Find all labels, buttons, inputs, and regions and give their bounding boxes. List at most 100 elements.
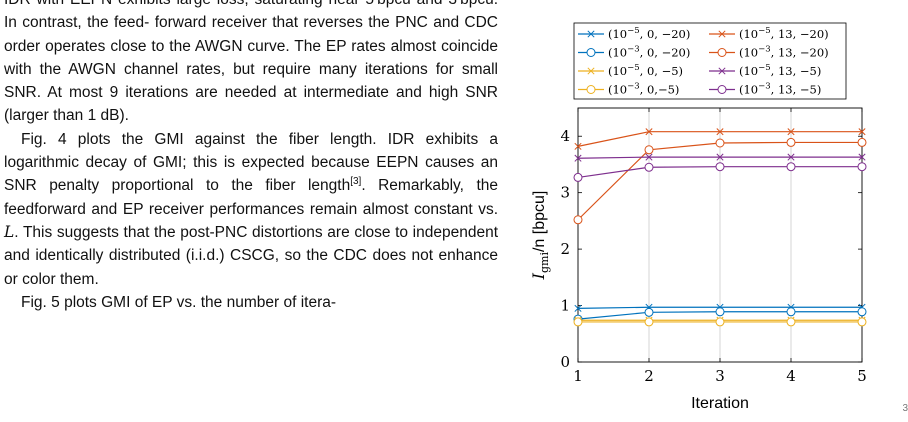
series-6-point-3 bbox=[715, 317, 725, 327]
x-tick-label-5: 5 bbox=[857, 367, 867, 385]
series-5-point-1 bbox=[574, 154, 582, 162]
y-tick-label-3: 3 bbox=[560, 184, 570, 202]
p2-line-4: proportional to the fiber length bbox=[111, 177, 351, 195]
series-7-point-2 bbox=[644, 162, 654, 172]
series-1 bbox=[574, 128, 866, 150]
p1-line-5: EP rates almost coincide with the AWGN c… bbox=[4, 37, 499, 78]
paragraph-2: Fig. 4 plots the GMI against the fiber l… bbox=[4, 128, 498, 291]
legend-item-0: (10−5, 0, −20) bbox=[578, 26, 690, 41]
p2-line-9: CDC does not enhance or color them. bbox=[4, 247, 499, 288]
series-1-point-2 bbox=[645, 128, 653, 136]
legend-label-0: (10−5, 0, −20) bbox=[608, 26, 690, 41]
legend-marker-0 bbox=[587, 30, 595, 38]
series-2-point-3 bbox=[715, 307, 725, 317]
y-label-main: I bbox=[529, 272, 548, 280]
series-5-point-4 bbox=[787, 153, 795, 161]
x-tick-label-1: 1 bbox=[573, 367, 583, 385]
legend-item-7: (10−3, 13, −5) bbox=[709, 82, 821, 97]
p2-line-3: expected because EEPN causes an SNR pena… bbox=[4, 154, 499, 195]
series-3-point-4 bbox=[786, 137, 796, 147]
p2-line-1: Fig. 4 plots the GMI against the fiber l… bbox=[21, 130, 377, 148]
series-5-point-5 bbox=[858, 153, 866, 161]
p1-unit-b: bpcu bbox=[460, 0, 494, 8]
y-label-sub: gmi bbox=[538, 252, 551, 273]
series-6-point-5 bbox=[857, 317, 867, 327]
legend: (10−5, 0, −20) (10−5, 13, −20) (10−3, 0, −… bbox=[573, 22, 847, 100]
series-1-point-3 bbox=[716, 128, 724, 136]
y-tick-label-0: 0 bbox=[560, 353, 570, 371]
series-2-point-5 bbox=[857, 307, 867, 317]
p1-line-2b: and 3 bbox=[417, 0, 457, 8]
series-3-point-1 bbox=[573, 215, 583, 225]
legend-item-5: (10−5, 13, −5) bbox=[709, 63, 821, 78]
p2-line-8: and identically distributed (i.i.d.) CSC… bbox=[4, 247, 328, 265]
series-5-point-2 bbox=[645, 153, 653, 161]
y-axis-label: Igmi/n [bpcu] bbox=[529, 191, 551, 281]
p1-line-3: forward receiver that reverses the PNC a… bbox=[154, 14, 498, 32]
series-7-point-1 bbox=[573, 172, 583, 182]
p2-line-4b: . Remarkably, bbox=[361, 177, 464, 195]
p2-line-5: the feedforward and EP receiver performa… bbox=[4, 177, 498, 218]
legend-box bbox=[573, 22, 847, 100]
legend-label-1: (10−5, 13, −20) bbox=[739, 26, 829, 41]
p1-line-2a: near 5 bbox=[328, 0, 374, 8]
legend-marker-3 bbox=[717, 48, 727, 57]
y-tick-label-4: 4 bbox=[560, 127, 570, 145]
series-6-point-1 bbox=[573, 317, 583, 327]
series-3-point-3 bbox=[715, 138, 725, 148]
legend-label-6: (10−3, 0,−5) bbox=[608, 82, 679, 97]
legend-marker-5 bbox=[718, 67, 726, 75]
legend-label-5: (10−5, 13, −5) bbox=[739, 63, 821, 78]
legend-item-2: (10−3, 0, −20) bbox=[578, 45, 690, 60]
series-2-point-4 bbox=[786, 307, 796, 317]
legend-label-4: (10−5, 0, −5) bbox=[608, 63, 683, 78]
x-tick-label-2: 2 bbox=[644, 367, 654, 385]
series-2-point-2 bbox=[644, 307, 654, 317]
legend-label-2: (10−3, 0, −20) bbox=[608, 45, 690, 60]
p1-line-4: order operates close to the AWGN curve. … bbox=[4, 37, 321, 55]
p2-line-2: IDR exhibits a logarithmic decay of GMI;… bbox=[4, 130, 498, 172]
p1-unit-a: bpcu bbox=[377, 0, 411, 8]
p1-line-7: At most 9 iterations are needed at inter… bbox=[47, 84, 389, 102]
series-7 bbox=[573, 162, 867, 182]
p3-line-1: Fig. 5 plots GMI of EP vs. the number of… bbox=[21, 293, 337, 311]
series-6-point-4 bbox=[786, 317, 796, 327]
series-5-point-3 bbox=[716, 153, 724, 161]
legend-label-3: (10−3, 13, −20) bbox=[739, 45, 829, 60]
var-L: L bbox=[4, 222, 15, 241]
paragraph-1: IDR with EEPN exhibits large loss, satur… bbox=[4, 0, 498, 128]
legend-label-7: (10−3, 13, −5) bbox=[739, 82, 821, 97]
p2-line-6b: . This suggests that bbox=[14, 223, 150, 241]
series-6-point-2 bbox=[644, 317, 654, 327]
p1-line-2c: . In contrast, the feed- bbox=[4, 0, 498, 32]
legend-item-3: (10−3, 13, −20) bbox=[709, 45, 829, 60]
p2-line-7: the post-PNC distortions are close to in… bbox=[154, 223, 499, 241]
series-1-point-1 bbox=[574, 142, 582, 150]
paragraph-3: Fig. 5 plots GMI of EP vs. the number of… bbox=[4, 291, 498, 314]
body-text-column: IDR with EEPN exhibits large loss, satur… bbox=[4, 0, 498, 314]
series-3 bbox=[573, 137, 867, 225]
series-7-point-4 bbox=[786, 162, 796, 172]
x-axis-label: Iteration bbox=[691, 395, 749, 412]
legend-item-4: (10−5, 0, −5) bbox=[578, 63, 683, 78]
series-3-point-2 bbox=[644, 145, 654, 155]
x-tick-label-4: 4 bbox=[786, 367, 796, 385]
y-tick-label-1: 1 bbox=[560, 297, 570, 315]
series-0-point-1 bbox=[574, 304, 582, 312]
citation-3: [3] bbox=[350, 176, 362, 188]
series-3-point-5 bbox=[857, 137, 867, 147]
p1-line-8: and high SNR (larger than 1 dB). bbox=[4, 84, 498, 125]
page-corner-mark: 3 bbox=[902, 403, 908, 414]
series-1-point-5 bbox=[858, 128, 866, 136]
series-7-point-5 bbox=[857, 162, 867, 172]
legend-marker-4 bbox=[587, 67, 595, 75]
legend-marker-6 bbox=[586, 85, 596, 94]
series-1-point-4 bbox=[787, 128, 795, 136]
legend-marker-7 bbox=[717, 85, 727, 94]
p1-line-1: IDR with EEPN exhibits large loss, satur… bbox=[4, 0, 323, 8]
series-6 bbox=[573, 317, 867, 327]
series-5 bbox=[574, 153, 866, 162]
legend-marker-1 bbox=[718, 30, 726, 38]
